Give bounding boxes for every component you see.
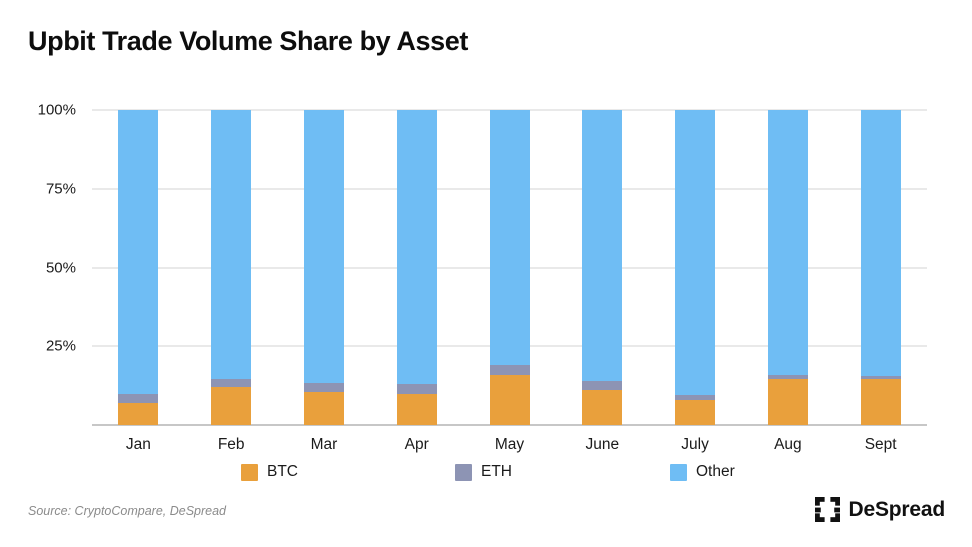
segment-btc-sept (860, 379, 901, 425)
segment-eth-mar (303, 382, 344, 392)
legend-label-eth: ETH (481, 463, 512, 480)
despread-logo-icon (814, 497, 840, 522)
stacked-bar-may (489, 110, 530, 425)
y-tick-label: 25% (45, 337, 76, 355)
source-text: Source: CryptoCompare, DeSpread (28, 504, 227, 518)
segment-other-may (489, 110, 530, 366)
segment-other-aug (767, 110, 808, 375)
bar-cell-apr (370, 110, 463, 425)
stacked-bar-feb (211, 110, 252, 425)
segment-eth-apr (396, 384, 437, 394)
legend: BTC ETH Other (0, 463, 972, 483)
segment-other-jan (118, 110, 159, 394)
stacked-bar-june (582, 110, 623, 425)
x-label-feb: Feb (217, 436, 245, 453)
gridline-100 (92, 109, 927, 111)
x-label-apr: Apr (404, 436, 429, 453)
bar-cell-aug (741, 110, 834, 425)
segment-btc-mar (303, 391, 344, 425)
segment-eth-feb (211, 379, 252, 388)
stacked-bar-mar (303, 110, 344, 425)
y-tick-label: 75% (45, 180, 76, 198)
x-label-mar: Mar (310, 436, 338, 453)
despread-logo: DeSpread (814, 497, 946, 522)
segment-other-apr (396, 110, 437, 385)
segment-eth-may (489, 365, 530, 375)
x-label-jan: Jan (125, 436, 151, 453)
segment-btc-july (675, 399, 716, 425)
bar-cell-may (463, 110, 556, 425)
plot-area: 100% 75% 50% 25% (38, 102, 927, 426)
segment-btc-june (582, 390, 623, 425)
stacked-bar-july (675, 110, 716, 425)
bars-container (92, 110, 927, 425)
legend-label-btc: BTC (267, 463, 298, 480)
stacked-bar-apr (396, 110, 437, 425)
x-label-july: July (681, 436, 709, 453)
stacked-bar-aug (767, 110, 808, 425)
bar-cell-feb (185, 110, 278, 425)
bar-cell-june (556, 110, 649, 425)
x-label-may: May (494, 436, 525, 453)
segment-eth-june (582, 380, 623, 391)
segment-btc-may (489, 374, 530, 425)
x-label-aug: Aug (774, 436, 802, 453)
btc-swatch (241, 463, 258, 481)
bar-cell-sept (834, 110, 927, 425)
segment-btc-aug (767, 379, 808, 425)
x-axis-line (92, 424, 927, 426)
segment-other-sept (860, 110, 901, 377)
segment-eth-aug (767, 374, 808, 380)
segment-btc-jan (118, 402, 159, 425)
chart-title: Upbit Trade Volume Share by Asset (28, 26, 468, 56)
bar-cell-jan (92, 110, 185, 425)
brand-name: DeSpread (848, 497, 946, 521)
segment-btc-apr (396, 393, 437, 425)
eth-swatch (455, 463, 472, 481)
segment-other-feb (211, 110, 252, 380)
x-axis-labels: Jan Feb Mar Apr May June July Aug Sept (92, 436, 927, 454)
legend-item-btc: BTC (241, 463, 298, 481)
bar-cell-mar (278, 110, 371, 425)
segment-eth-sept (860, 376, 901, 380)
bar-cell-july (649, 110, 742, 425)
x-label-sept: Sept (864, 436, 897, 453)
stacked-bar-jan (118, 110, 159, 425)
legend-item-other: Other (670, 463, 735, 481)
segment-eth-jan (118, 393, 159, 403)
legend-label-other: Other (696, 463, 735, 480)
y-tick-label: 100% (37, 101, 76, 119)
x-label-june: June (585, 436, 620, 453)
segment-other-july (675, 110, 716, 396)
segment-other-mar (303, 110, 344, 383)
other-swatch (670, 463, 687, 481)
stacked-bar-sept (860, 110, 901, 425)
segment-eth-july (675, 395, 716, 400)
legend-item-eth: ETH (455, 463, 512, 481)
segment-other-june (582, 110, 623, 381)
y-tick-label: 50% (45, 259, 76, 276)
segment-btc-feb (211, 387, 252, 425)
